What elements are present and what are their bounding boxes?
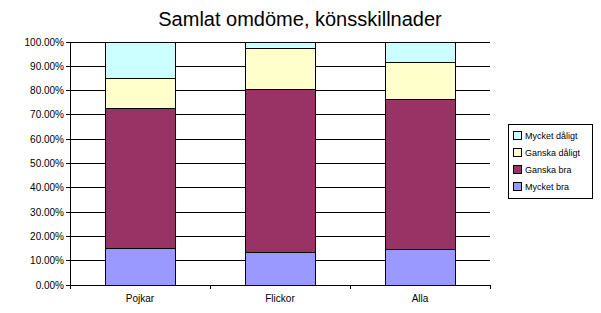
category-label: Alla (412, 293, 429, 304)
bars (105, 42, 455, 285)
bar-segment (245, 89, 315, 252)
y-axis (70, 42, 71, 285)
category-label: Pojkar (126, 293, 155, 304)
x-axis (70, 285, 490, 286)
category-tick (490, 285, 491, 289)
bar-segment (385, 42, 455, 63)
bar-segment (105, 42, 175, 78)
tick-label: 90.00% (30, 61, 64, 72)
grid-line (70, 285, 490, 286)
tick-mark (66, 260, 70, 261)
tick-mark (66, 236, 70, 237)
tick-mark (66, 66, 70, 67)
category-tick (350, 285, 351, 289)
bar-segment (245, 252, 315, 285)
category-tick (70, 285, 71, 289)
bar-segment (245, 48, 315, 89)
tick-mark (66, 163, 70, 164)
plot-area (70, 42, 490, 285)
legend-label: Ganska bra (525, 165, 572, 175)
legend-swatch (513, 131, 521, 139)
bar-segment (105, 109, 175, 249)
tick-mark (66, 114, 70, 115)
tick-mark (66, 90, 70, 91)
tick-label: 80.00% (30, 85, 64, 96)
bar-segment (385, 99, 455, 250)
tick-mark (66, 285, 70, 286)
legend-swatch (513, 182, 521, 190)
tick-label: 20.00% (30, 231, 64, 242)
tick-label: 10.00% (30, 255, 64, 266)
tick-label: 100.00% (25, 37, 65, 48)
tick-label: 60.00% (30, 134, 64, 145)
legend-swatch (513, 165, 521, 173)
chart: Samlat omdöme, könsskillnader 0.00% 10.00%… (0, 0, 601, 313)
legend-swatch (513, 148, 521, 156)
tick-mark (66, 139, 70, 140)
tick-label: 50.00% (30, 158, 64, 169)
bar-segment (105, 78, 175, 108)
legend (508, 124, 592, 198)
legend-label: Mycket dåligt (525, 131, 578, 141)
tick-mark (66, 212, 70, 213)
legend-label: Ganska dåligt (525, 148, 581, 158)
tick-mark (66, 42, 70, 43)
bar-segment (385, 63, 455, 99)
bar-segment (245, 42, 315, 48)
bar-segment (105, 249, 175, 285)
tick-mark (66, 187, 70, 188)
tick-label: 40.00% (30, 182, 64, 193)
title: Samlat omdöme, könsskillnader (158, 8, 442, 30)
tick-label: 30.00% (30, 207, 64, 218)
category-tick (210, 285, 211, 289)
legend-label: Mycket bra (525, 182, 569, 192)
tick-label: 0.00% (36, 280, 64, 291)
category-label: Flickor (265, 293, 295, 304)
tick-label: 70.00% (30, 109, 64, 120)
bar-segment (385, 250, 455, 285)
